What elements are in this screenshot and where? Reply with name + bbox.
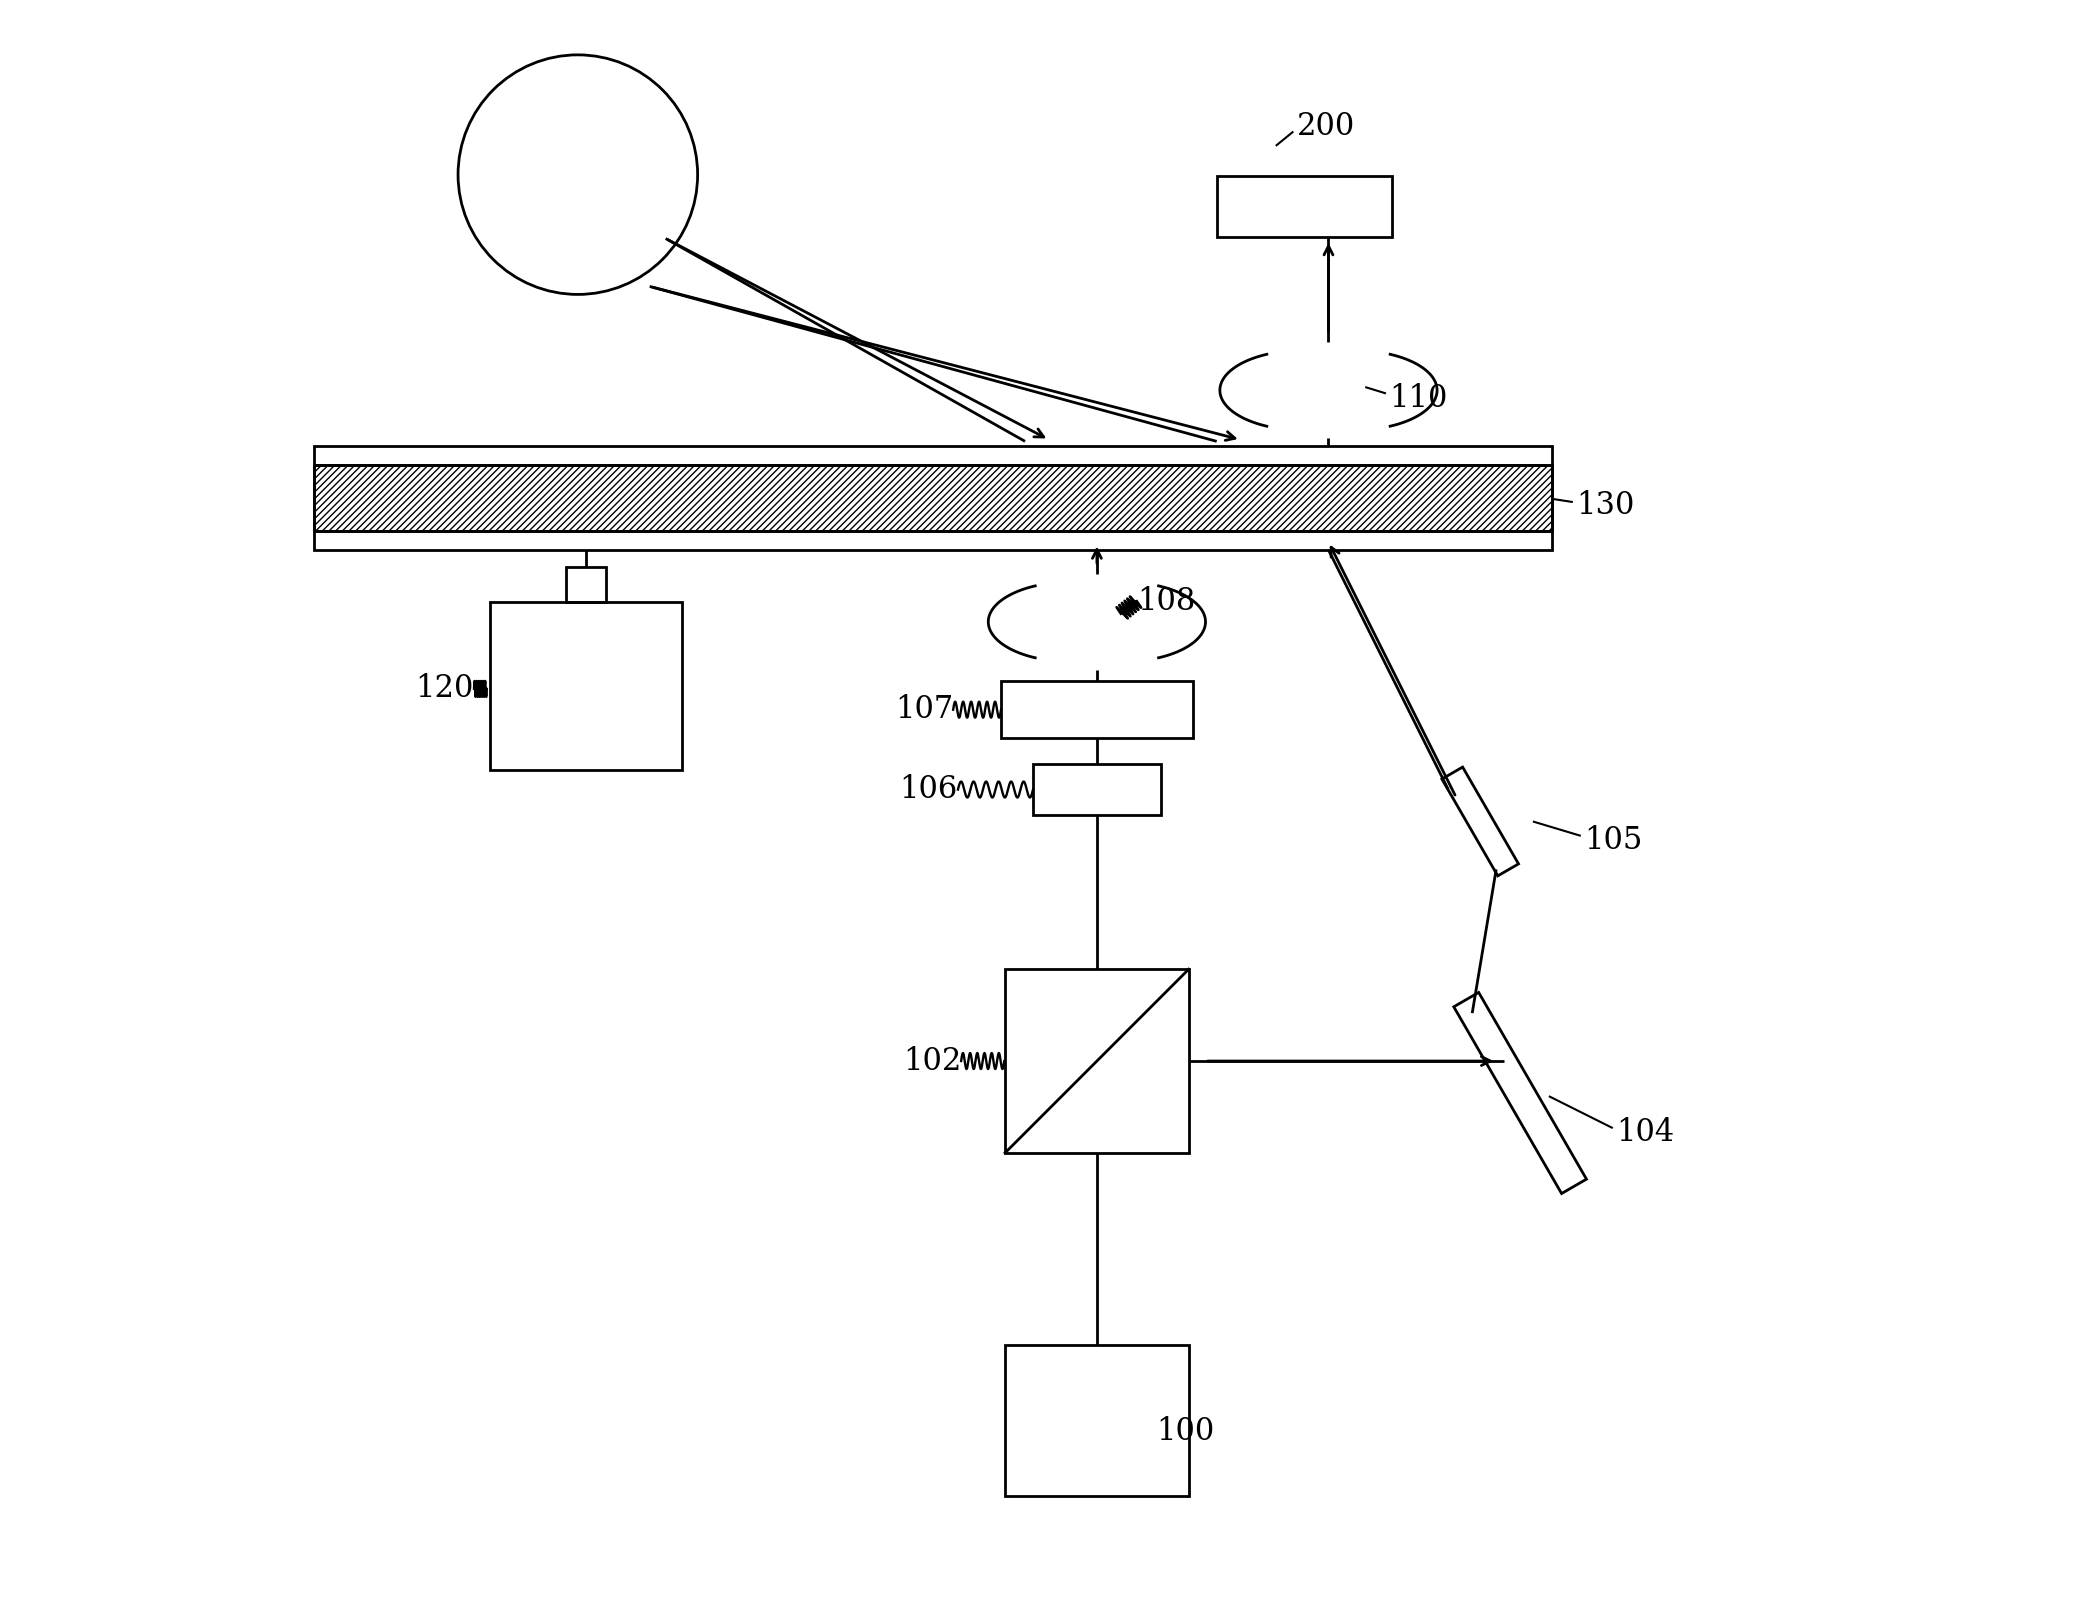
Text: 105: 105 xyxy=(1584,825,1643,855)
Bar xyxy=(314,446,1551,549)
Text: 104: 104 xyxy=(1616,1118,1674,1149)
Text: 130: 130 xyxy=(1576,490,1634,520)
Text: 107: 107 xyxy=(895,694,954,725)
Text: 102: 102 xyxy=(904,1046,962,1076)
Bar xyxy=(314,466,1551,530)
Text: 106: 106 xyxy=(899,773,958,806)
Text: 100: 100 xyxy=(1156,1416,1214,1447)
Text: 200: 200 xyxy=(1297,111,1355,142)
Bar xyxy=(489,603,681,770)
Bar xyxy=(1033,764,1162,815)
Bar xyxy=(1216,176,1393,237)
Bar xyxy=(1006,970,1189,1153)
Bar xyxy=(1001,681,1193,738)
Text: 110: 110 xyxy=(1389,383,1447,414)
Bar xyxy=(566,567,606,603)
Text: 120: 120 xyxy=(416,673,475,704)
Text: 108: 108 xyxy=(1137,585,1195,617)
Bar xyxy=(1006,1345,1189,1497)
